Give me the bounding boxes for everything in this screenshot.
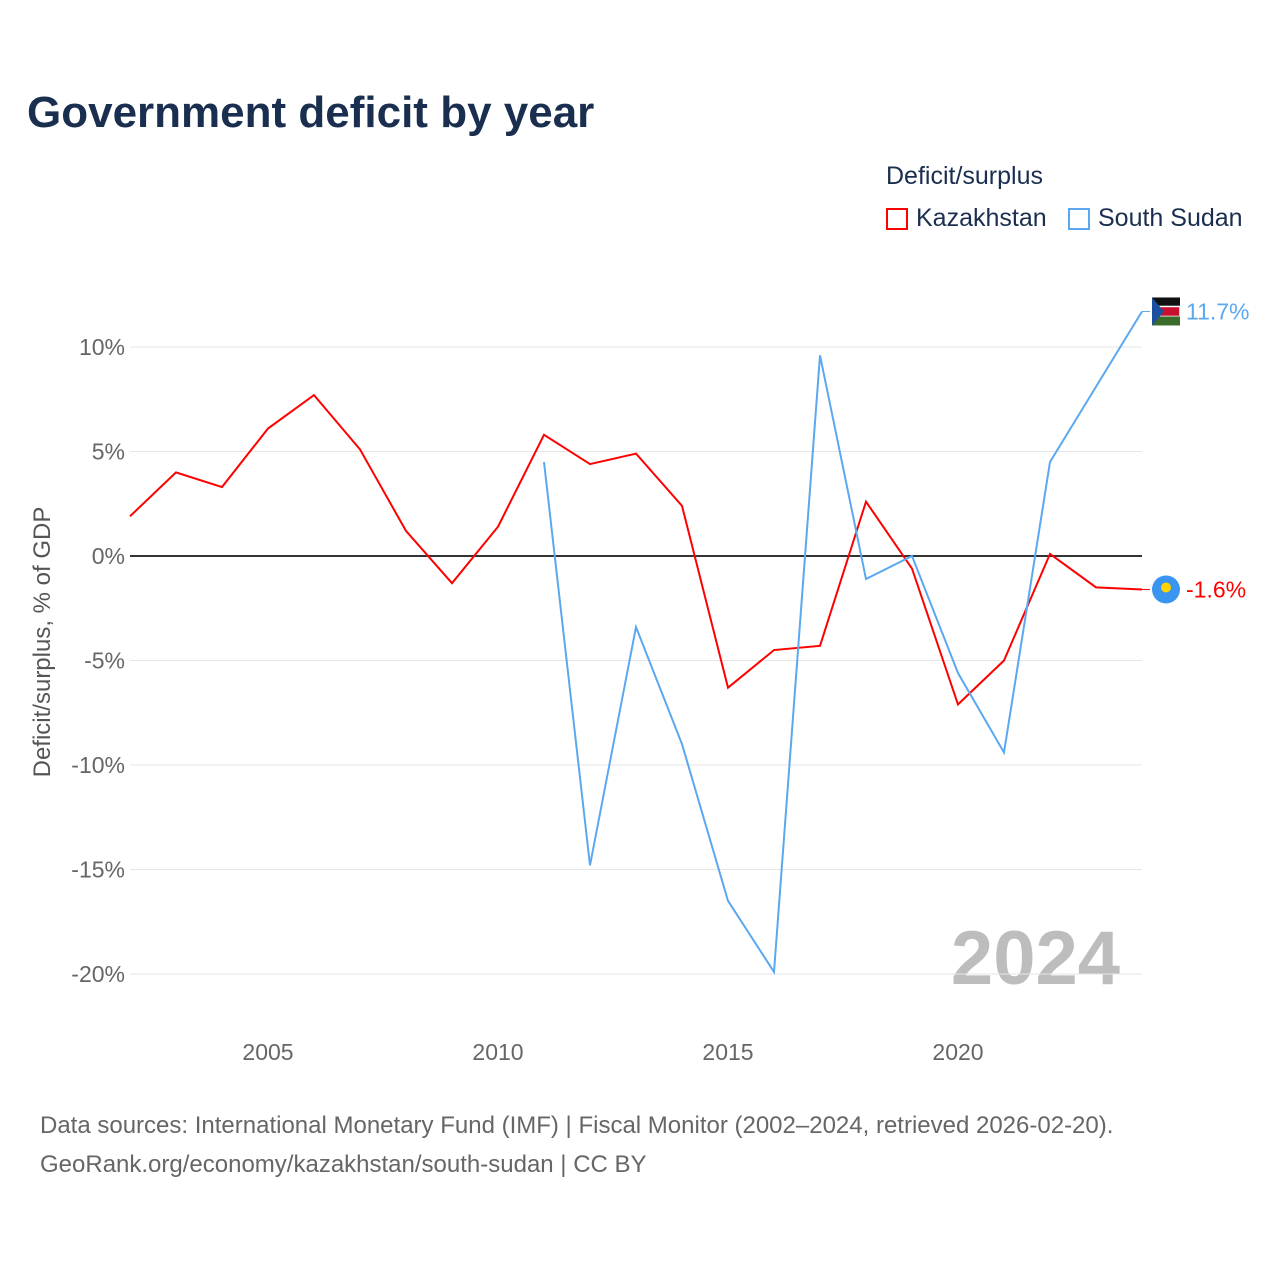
series-line-south-sudan [543, 310, 1143, 975]
x-tick-label: 2015 [702, 1039, 753, 1065]
x-tick-label: 2005 [242, 1039, 293, 1065]
y-tick-label: -5% [84, 648, 125, 674]
flag-triangle [1152, 297, 1164, 326]
x-tick-label: 2020 [932, 1039, 983, 1065]
y-tick-label: 10% [79, 334, 125, 360]
legend-label: South Sudan [1098, 204, 1243, 232]
footer: Data sources: International Monetary Fun… [40, 1106, 1113, 1184]
legend-label: Kazakhstan [916, 204, 1047, 232]
flag-stripe [1152, 316, 1180, 326]
chart-title: Government deficit by year [27, 88, 595, 137]
kazakhstan-flag-icon [1152, 575, 1180, 604]
end-value-label: -1.6% [1186, 576, 1246, 602]
legend-swatch [1068, 207, 1090, 230]
legend-title: Deficit/surplus [886, 162, 1043, 190]
year-watermark: 2024 [951, 916, 1120, 1001]
flag-stripe [1152, 297, 1180, 307]
y-tick-label: -15% [71, 857, 125, 883]
flag-sun [1161, 582, 1171, 593]
x-tick-label: 2010 [472, 1039, 523, 1065]
y-tick-label: -20% [71, 961, 125, 987]
legend-item-south-sudan[interactable]: South Sudan [1068, 204, 1243, 233]
y-tick-label: 0% [92, 543, 125, 569]
y-axis-label: Deficit/surplus, % of GDP [29, 507, 56, 778]
south-sudan-flag-icon [1151, 297, 1181, 326]
data-sources: Data sources: International Monetary Fun… [40, 1112, 1114, 1139]
y-tick-label: -10% [71, 752, 125, 778]
series-line-kazakhstan [129, 393, 1143, 707]
legend-swatch [886, 207, 908, 230]
y-tick-label: 5% [92, 439, 125, 465]
source-url: GeoRank.org/economy/kazakhstan/south-sud… [40, 1151, 647, 1178]
end-value-label: 11.7% [1186, 298, 1250, 324]
legend-item-kazakhstan[interactable]: Kazakhstan [886, 204, 1047, 233]
